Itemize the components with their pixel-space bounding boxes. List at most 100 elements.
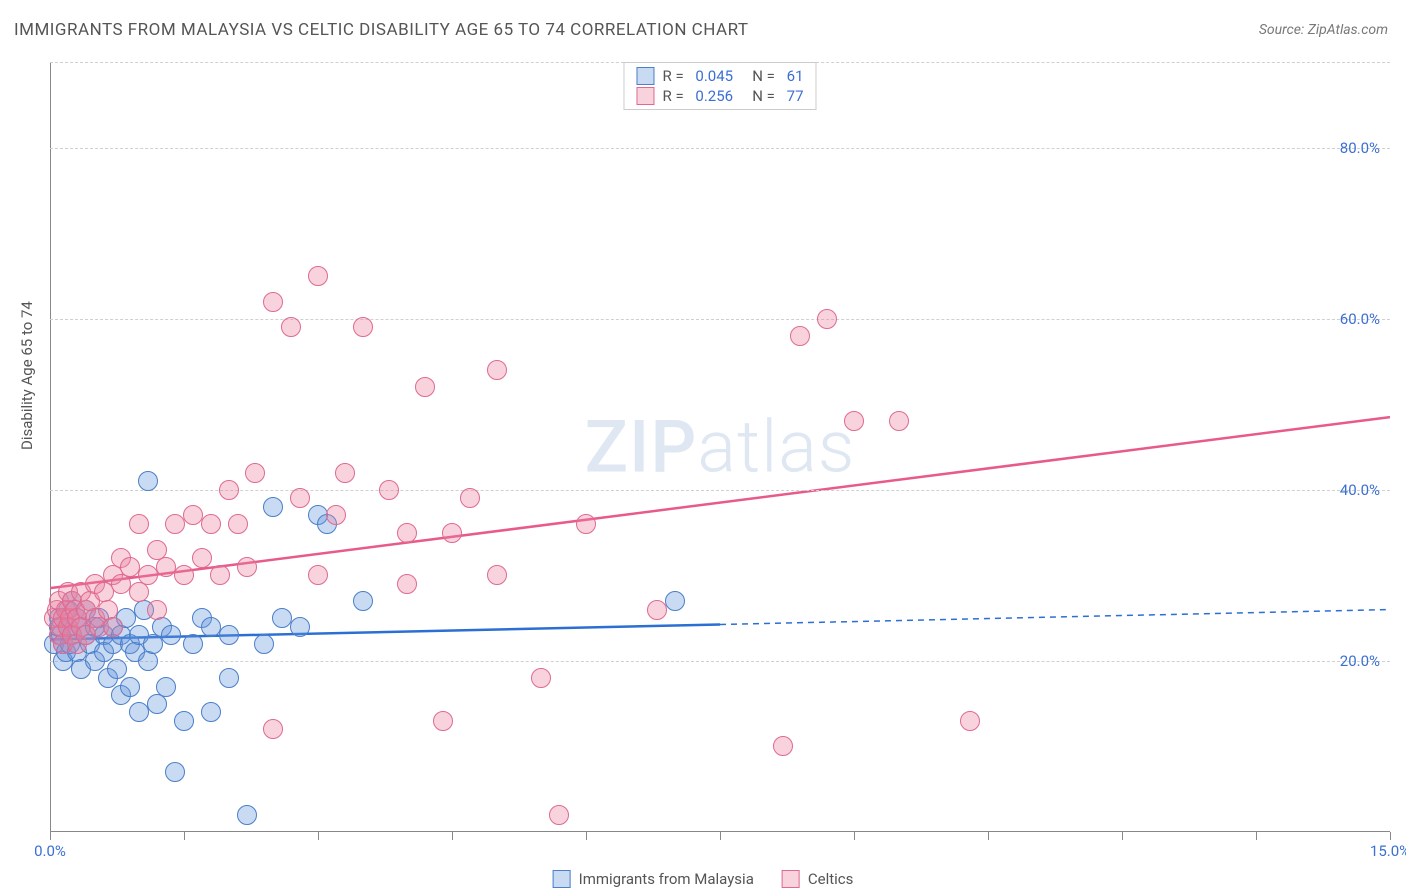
scatter-point <box>308 266 328 286</box>
scatter-point <box>161 625 181 645</box>
y-axis-label: Disability Age 65 to 74 <box>18 301 36 450</box>
y-tick-label: 20.0% <box>1340 652 1380 670</box>
scatter-point <box>201 514 221 534</box>
scatter-point <box>147 600 167 620</box>
scatter-point <box>889 411 909 431</box>
scatter-point <box>174 565 194 585</box>
x-tick-mark <box>452 832 453 840</box>
gridline <box>50 490 1390 491</box>
scatter-point <box>415 377 435 397</box>
scatter-point <box>263 292 283 312</box>
scatter-point <box>326 505 346 525</box>
scatter-point <box>228 514 248 534</box>
scatter-point <box>129 514 149 534</box>
legend-item: Celtics <box>782 870 854 888</box>
x-tick-mark <box>318 832 319 840</box>
scatter-point <box>353 317 373 337</box>
legend-n-label: N = <box>741 67 779 85</box>
scatter-point <box>219 668 239 688</box>
gridline <box>50 148 1390 149</box>
legend-r-value: 0.256 <box>695 87 733 105</box>
scatter-point <box>165 762 185 782</box>
x-tick-label: 0.0% <box>34 842 66 860</box>
plot-area: ZIPatlas R = 0.045 N = 61R = 0.256 N = 7… <box>50 62 1390 832</box>
x-tick-mark <box>1390 832 1391 840</box>
x-tick-mark <box>1256 832 1257 840</box>
scatter-point <box>219 480 239 500</box>
chart-container: IMMIGRANTS FROM MALAYSIA VS CELTIC DISAB… <box>0 0 1406 892</box>
scatter-point <box>844 411 864 431</box>
trend-line-extrapolated <box>720 610 1390 625</box>
x-tick-mark <box>988 832 989 840</box>
x-tick-mark <box>184 832 185 840</box>
scatter-point <box>156 677 176 697</box>
legend-n-value: 77 <box>787 87 804 105</box>
correlation-legend: R = 0.045 N = 61R = 0.256 N = 77 <box>623 62 816 110</box>
scatter-point <box>647 600 667 620</box>
scatter-point <box>290 617 310 637</box>
x-tick-mark <box>854 832 855 840</box>
scatter-point <box>201 702 221 722</box>
scatter-point <box>817 309 837 329</box>
chart-title: IMMIGRANTS FROM MALAYSIA VS CELTIC DISAB… <box>14 20 749 40</box>
scatter-point <box>576 514 596 534</box>
scatter-point <box>460 488 480 508</box>
scatter-point <box>308 565 328 585</box>
legend-swatch <box>636 87 654 105</box>
legend-r-value: 0.045 <box>695 67 733 85</box>
legend-row: R = 0.045 N = 61 <box>636 67 803 85</box>
scatter-point <box>335 463 355 483</box>
legend-n-value: 61 <box>787 67 804 85</box>
legend-r-label: R = <box>662 87 687 105</box>
scatter-point <box>174 711 194 731</box>
legend-n-label: N = <box>741 87 779 105</box>
scatter-point <box>281 317 301 337</box>
scatter-point <box>379 480 399 500</box>
scatter-point <box>397 523 417 543</box>
x-tick-label: 15.0% <box>1370 842 1406 860</box>
scatter-point <box>665 591 685 611</box>
scatter-point <box>790 326 810 346</box>
scatter-point <box>107 659 127 679</box>
scatter-point <box>549 805 569 825</box>
scatter-point <box>219 625 239 645</box>
scatter-point <box>290 488 310 508</box>
x-tick-mark <box>720 832 721 840</box>
scatter-point <box>353 591 373 611</box>
scatter-point <box>487 565 507 585</box>
scatter-point <box>263 497 283 517</box>
scatter-point <box>138 651 158 671</box>
scatter-point <box>237 557 257 577</box>
legend-swatch <box>636 67 654 85</box>
legend-swatch <box>553 870 571 888</box>
scatter-point <box>263 719 283 739</box>
scatter-point <box>103 617 123 637</box>
scatter-point <box>960 711 980 731</box>
trend-lines-layer <box>50 62 1390 832</box>
scatter-point <box>210 565 230 585</box>
scatter-point <box>442 523 462 543</box>
scatter-point <box>531 668 551 688</box>
series-legend: Immigrants from Malaysia Celtics <box>553 870 854 888</box>
gridline <box>50 661 1390 662</box>
legend-label: Immigrants from Malaysia <box>579 870 754 888</box>
legend-item: Immigrants from Malaysia <box>553 870 754 888</box>
y-tick-label: 60.0% <box>1340 310 1380 328</box>
y-axis-line <box>50 62 51 832</box>
scatter-point <box>120 677 140 697</box>
x-tick-mark <box>586 832 587 840</box>
scatter-point <box>192 548 212 568</box>
watermark: ZIPatlas <box>585 405 856 490</box>
y-tick-label: 40.0% <box>1340 481 1380 499</box>
scatter-point <box>129 582 149 602</box>
scatter-point <box>254 634 274 654</box>
x-tick-mark <box>50 832 51 840</box>
legend-r-label: R = <box>662 67 687 85</box>
legend-swatch <box>782 870 800 888</box>
legend-row: R = 0.256 N = 77 <box>636 87 803 105</box>
scatter-point <box>773 736 793 756</box>
y-tick-label: 80.0% <box>1340 139 1380 157</box>
source-attribution: Source: ZipAtlas.com <box>1259 22 1388 38</box>
scatter-point <box>237 805 257 825</box>
gridline <box>50 319 1390 320</box>
